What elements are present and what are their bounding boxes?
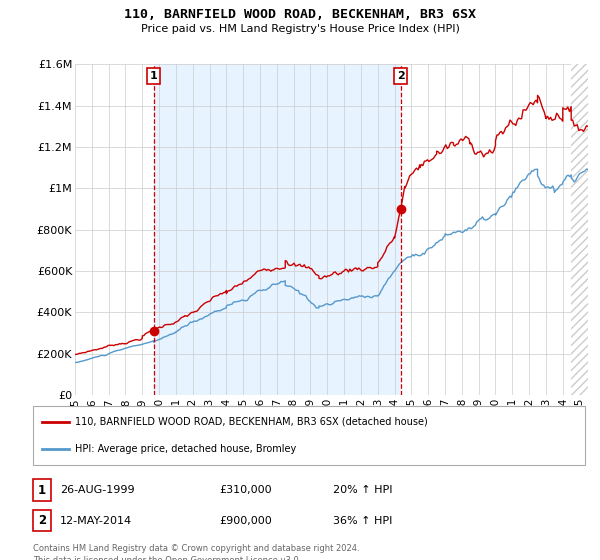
Text: 110, BARNFIELD WOOD ROAD, BECKENHAM, BR3 6SX (detached house): 110, BARNFIELD WOOD ROAD, BECKENHAM, BR3… <box>75 417 428 427</box>
Text: 2: 2 <box>397 71 404 81</box>
Text: 36% ↑ HPI: 36% ↑ HPI <box>333 516 392 526</box>
Text: £900,000: £900,000 <box>219 516 272 526</box>
Text: Contains HM Land Registry data © Crown copyright and database right 2024.
This d: Contains HM Land Registry data © Crown c… <box>33 544 359 560</box>
Text: 2: 2 <box>38 514 46 528</box>
Bar <box>154 64 401 395</box>
Text: 26-AUG-1999: 26-AUG-1999 <box>60 485 134 495</box>
Text: HPI: Average price, detached house, Bromley: HPI: Average price, detached house, Brom… <box>75 444 296 454</box>
Bar <box>571 64 588 395</box>
Text: 12-MAY-2014: 12-MAY-2014 <box>60 516 132 526</box>
Text: 1: 1 <box>38 483 46 497</box>
Text: 20% ↑ HPI: 20% ↑ HPI <box>333 485 392 495</box>
Text: 1: 1 <box>149 71 157 81</box>
Text: 110, BARNFIELD WOOD ROAD, BECKENHAM, BR3 6SX: 110, BARNFIELD WOOD ROAD, BECKENHAM, BR3… <box>124 8 476 21</box>
Text: Price paid vs. HM Land Registry's House Price Index (HPI): Price paid vs. HM Land Registry's House … <box>140 24 460 34</box>
Text: £310,000: £310,000 <box>219 485 272 495</box>
